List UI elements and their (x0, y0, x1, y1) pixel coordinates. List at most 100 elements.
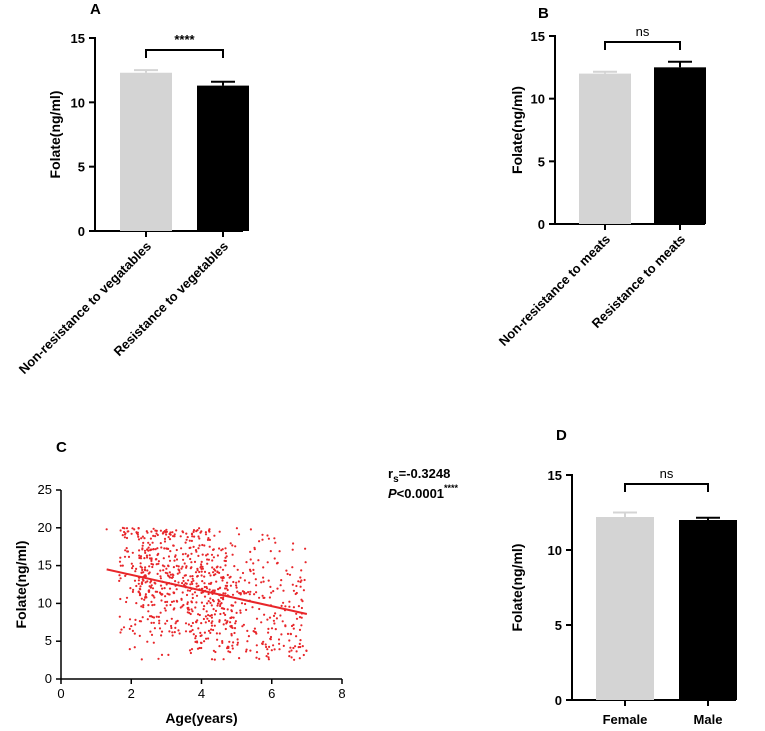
scatter-point (273, 537, 276, 540)
scatter-point (255, 632, 258, 635)
scatter-point (267, 658, 270, 661)
scatter-point (145, 596, 148, 599)
scatter-point (183, 562, 186, 565)
scatter-point (218, 632, 221, 635)
scatter-point (278, 642, 281, 645)
scatter-point (235, 611, 238, 615)
scatter-point (198, 537, 201, 540)
scatter-point (159, 575, 162, 578)
scatter-point (188, 539, 191, 542)
scatter-point (275, 617, 278, 620)
scatter-point (125, 536, 129, 540)
scatter-point (168, 571, 171, 574)
scatter-point (262, 580, 265, 583)
scatter-point (160, 630, 164, 633)
bar (654, 67, 706, 224)
y-axis-label: Folate(ng/ml) (509, 544, 525, 632)
scatter-point (220, 576, 223, 579)
scatter-point (263, 596, 266, 599)
scatter-point (232, 616, 235, 619)
scatter-point (135, 531, 138, 534)
scatter-point (140, 581, 144, 584)
scatter-point (197, 547, 200, 550)
scatter-point (270, 649, 273, 652)
scatter-point (298, 628, 302, 632)
scatter-point (160, 634, 163, 637)
scatter-point (213, 590, 216, 593)
scatter-point (169, 603, 172, 607)
scatter-point (225, 555, 228, 558)
scatter-point (305, 649, 308, 652)
scatter-point (273, 557, 276, 560)
scatter-point (239, 609, 242, 612)
scatter-point (258, 540, 261, 543)
scatter-point (221, 579, 224, 582)
scatter-point (209, 574, 212, 577)
scatter-point (124, 574, 127, 578)
scatter-point (286, 572, 289, 576)
scatter-point (288, 605, 291, 608)
scatter-point (280, 579, 283, 582)
scatter-point (159, 584, 163, 587)
scatter-point (204, 531, 207, 534)
scatter-point (132, 588, 135, 592)
significance-label: **** (174, 32, 195, 47)
scatter-point (188, 546, 191, 550)
scatter-point (234, 545, 237, 548)
scatter-point (163, 537, 167, 541)
scatter-point (133, 528, 136, 531)
scatter-point (267, 627, 270, 631)
scatter-point (257, 559, 260, 562)
scatter-point (268, 616, 272, 619)
scatter-point (135, 602, 138, 605)
scatter-point (138, 634, 141, 638)
scatter-point (298, 642, 301, 646)
scatter-point (127, 530, 130, 533)
scatter-point (191, 610, 194, 613)
scatter-point (247, 635, 250, 638)
scatter-point (200, 574, 203, 577)
scatter-point (150, 600, 153, 604)
scatter-point (148, 543, 151, 546)
bar (579, 73, 631, 224)
scatter-point (238, 592, 241, 595)
scatter-point (245, 561, 248, 564)
scatter-point (297, 646, 300, 649)
scatter-point (208, 572, 211, 575)
scatter-point (295, 584, 298, 588)
scatter-point (200, 646, 203, 650)
scatter-point (203, 631, 206, 634)
scatter-point (119, 631, 122, 634)
scatter-point (221, 640, 224, 643)
scatter-point (288, 655, 291, 658)
scatter-point (222, 612, 225, 615)
scatter-point (173, 533, 176, 536)
panel-label-c: C (56, 439, 67, 456)
y-tick-label: 20 (38, 520, 52, 535)
scatter-point (193, 535, 196, 538)
scatter-point (203, 605, 206, 608)
scatter-point (220, 549, 223, 552)
scatter-point (216, 554, 219, 557)
scatter-point (197, 584, 200, 588)
y-tick-label: 0 (555, 693, 562, 708)
scatter-point (143, 557, 146, 560)
scatter-point (189, 651, 192, 655)
scatter-point (133, 646, 136, 649)
scatter-point (230, 634, 233, 637)
scatter-point (186, 589, 189, 592)
scatter-point (190, 648, 194, 651)
scatter-point (185, 532, 188, 535)
scatter-point (226, 573, 229, 577)
scatter-point (278, 648, 281, 651)
scatter-point (164, 622, 167, 625)
scatter-point (224, 592, 227, 595)
bar (596, 517, 654, 700)
scatter-point (175, 564, 178, 568)
scatter-point (255, 644, 258, 647)
scatter-point (221, 641, 224, 645)
scatter-point (231, 553, 234, 556)
scatter-point (239, 576, 242, 579)
scatter-point (137, 527, 140, 530)
scatter-point (160, 546, 163, 549)
